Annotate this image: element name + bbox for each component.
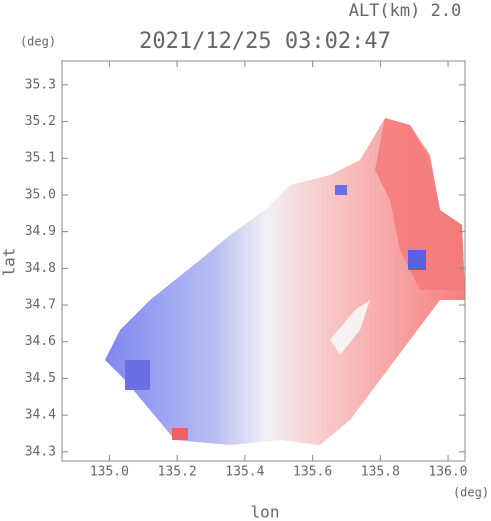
x-tick-label: 135.8 [361, 465, 400, 480]
echo-area [105, 118, 465, 445]
velocity-field [105, 118, 465, 445]
y-unit: (deg) [20, 35, 56, 49]
echo-gap [330, 300, 370, 355]
x-tick-label: 135.2 [158, 465, 197, 480]
y-tick-label: 34.6 [25, 334, 56, 349]
altitude-label: ALT(km) 2.0 [349, 1, 462, 21]
y-tick-label: 35.1 [25, 151, 56, 166]
y-tick-label: 34.7 [25, 298, 56, 313]
echo-patch [408, 250, 426, 270]
x-tick-label: 135.6 [293, 465, 332, 480]
echo-patch [172, 428, 188, 440]
echo-patch [335, 185, 347, 195]
x-tick-label: 136.0 [428, 465, 467, 480]
x-axis-label: lon [251, 503, 280, 521]
x-tick-label: 135.4 [225, 465, 264, 480]
y-tick-label: 35.2 [25, 114, 56, 129]
echo-patch [375, 118, 465, 290]
y-tick-label: 34.5 [25, 371, 56, 386]
x-unit: (deg) [453, 486, 489, 500]
chart-title: 2021/12/25 03:02:47 [139, 29, 391, 54]
plot-frame [61, 60, 466, 462]
y-tick-label: 34.4 [25, 408, 56, 423]
y-tick-label: 35.0 [25, 187, 56, 202]
x-tick-label: 135.0 [90, 465, 129, 480]
y-tick-label: 34.8 [25, 261, 56, 276]
y-axis-label: lat [0, 248, 19, 277]
echo-patch [125, 360, 150, 390]
y-tick-label: 34.3 [25, 444, 56, 459]
y-tick-label: 34.9 [25, 224, 56, 239]
y-tick-label: 35.3 [25, 77, 56, 92]
